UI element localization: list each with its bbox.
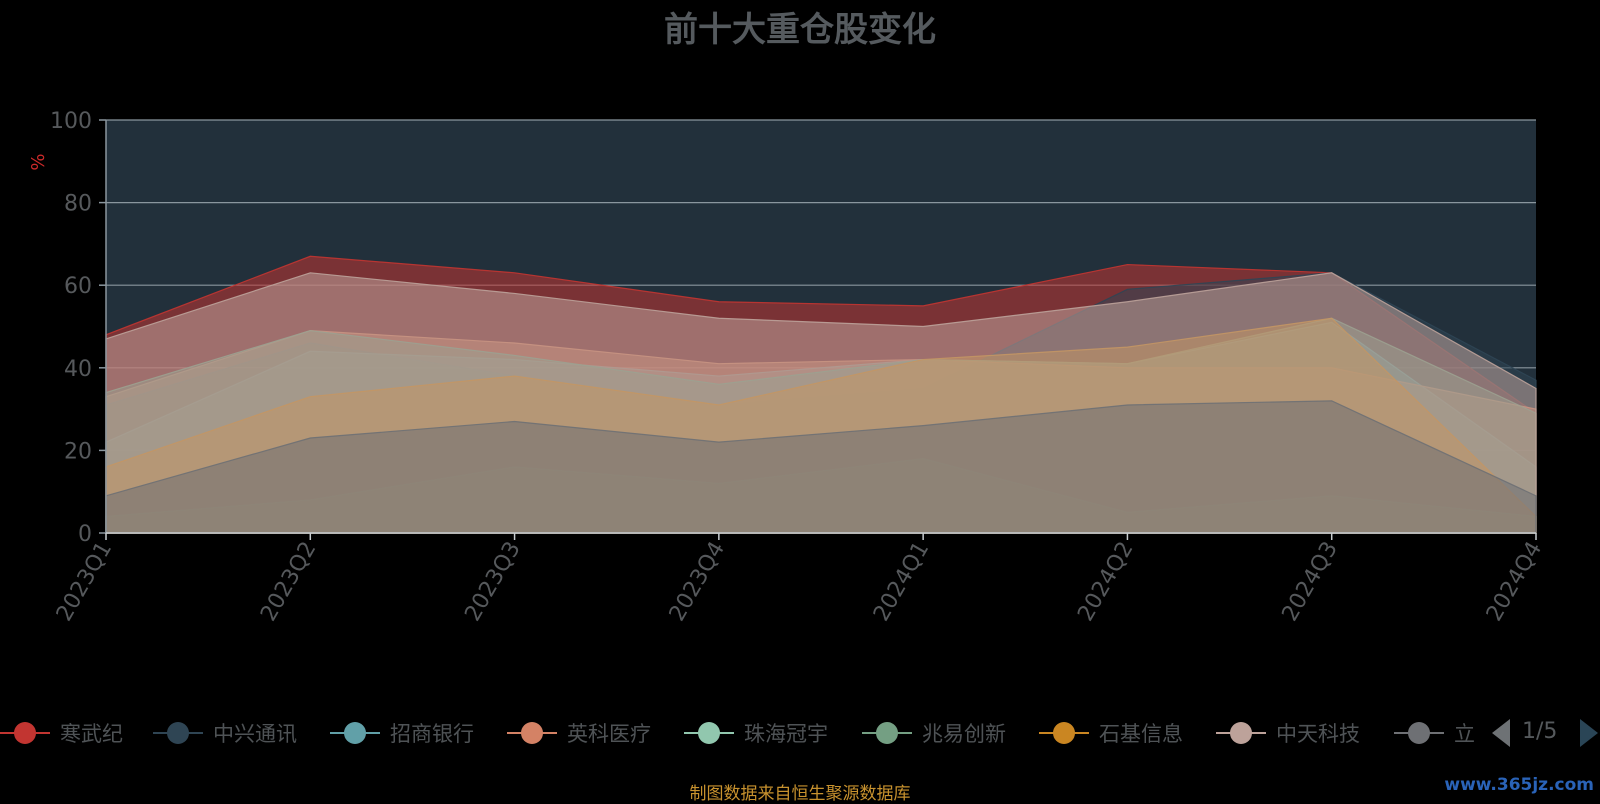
legend-label: 珠海冠宇: [744, 722, 828, 746]
y-tick-label: 100: [50, 109, 92, 134]
legend-item[interactable]: 石基信息: [1039, 711, 1183, 755]
legend-label: 招商银行: [390, 722, 474, 746]
x-tick-label: 2023Q4: [665, 538, 730, 626]
y-tick-label: 40: [64, 357, 92, 382]
y-tick-label: 0: [78, 522, 92, 547]
y-tick-label: 80: [64, 192, 92, 217]
y-axis-unit-label: %: [28, 153, 49, 170]
legend-marker-icon: [0, 722, 50, 744]
legend-pager: 1/5: [1490, 711, 1600, 755]
legend-item[interactable]: 寒武纪: [0, 711, 123, 755]
x-tick-label: 2024Q3: [1278, 538, 1343, 626]
legend-marker-icon: [862, 722, 912, 744]
series-area[interactable]: [105, 400, 1537, 534]
legend-marker-icon: [153, 722, 203, 744]
legend-item[interactable]: 中兴通讯: [153, 711, 297, 755]
legend-marker-icon: [1039, 722, 1089, 744]
legend-item[interactable]: 英科医疗: [507, 711, 651, 755]
legend-item[interactable]: 兆易创新: [862, 711, 1006, 755]
legend-marker-icon: [330, 722, 380, 744]
x-tick-label: 2023Q1: [52, 538, 117, 626]
legend: 寒武纪 中兴通讯 招商银行 英科医疗 珠海冠宇 兆易创新 石基信息 中天科技 立讯: [0, 711, 1600, 755]
legend-label: 中天科技: [1276, 722, 1360, 746]
legend-label: 英科医疗: [567, 722, 651, 746]
source-note: 制图数据来自恒生聚源数据库: [689, 784, 911, 804]
x-tick-label: 2023Q2: [256, 538, 321, 626]
series-areas: [105, 255, 1537, 534]
legend-prev-page-button[interactable]: [1492, 719, 1510, 747]
legend-item[interactable]: 中天科技: [1216, 711, 1360, 755]
x-tick-label: 2024Q1: [869, 538, 934, 626]
legend-item[interactable]: 珠海冠宇: [684, 711, 828, 755]
legend-marker-icon: [684, 722, 734, 744]
legend-marker-icon: [1394, 722, 1444, 744]
legend-page-indicator: 1/5: [1522, 719, 1558, 744]
x-tick-label: 2024Q4: [1482, 538, 1547, 626]
legend-item[interactable]: 立讯: [1394, 711, 1475, 755]
watermark: www.365jz.com: [1444, 775, 1594, 795]
legend-label: 中兴通讯: [213, 722, 297, 746]
legend-label: 寒武纪: [60, 722, 123, 746]
chart-title: 前十大重仓股变化: [664, 10, 936, 50]
legend-label: 石基信息: [1099, 722, 1183, 746]
x-tick-label: 2023Q3: [460, 538, 525, 626]
legend-marker-icon: [1216, 722, 1266, 744]
x-tick-label: 2024Q2: [1073, 538, 1138, 626]
legend-label: 兆易创新: [922, 722, 1006, 746]
legend-marker-icon: [507, 722, 557, 744]
y-tick-label: 60: [64, 274, 92, 299]
legend-next-page-button[interactable]: [1580, 719, 1598, 747]
legend-item[interactable]: 招商银行: [330, 711, 474, 755]
legend-label: 立讯: [1454, 722, 1475, 746]
legend-viewport: 寒武纪 中兴通讯 招商银行 英科医疗 珠海冠宇 兆易创新 石基信息 中天科技 立讯: [0, 711, 1475, 755]
y-tick-label: 20: [64, 439, 92, 464]
